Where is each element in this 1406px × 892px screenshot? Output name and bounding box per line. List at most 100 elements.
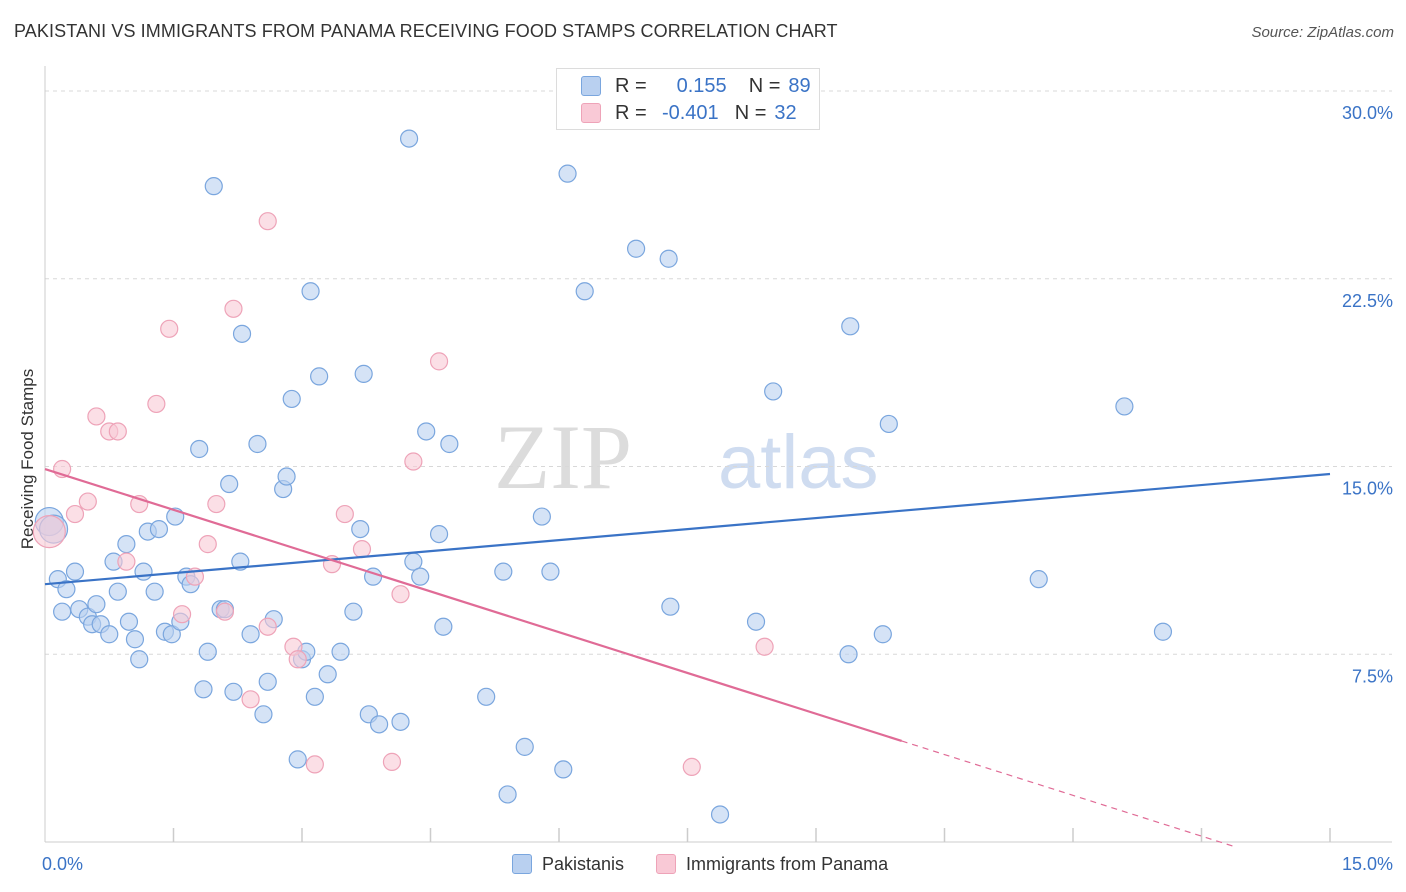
pakistanis-point: [841, 317, 860, 336]
pakistanis-point: [125, 630, 145, 649]
panama-point: [32, 514, 66, 549]
legend-swatch-pink: [656, 854, 677, 874]
trend-lines: [44, 467, 1331, 848]
pakistanis-point: [198, 642, 217, 661]
pakistanis-point: [1115, 397, 1134, 416]
panama-point: [207, 494, 226, 514]
pakistanis-point: [477, 687, 496, 706]
pakistanis-point: [100, 625, 119, 644]
pakistanis-point: [53, 602, 72, 621]
pakistanis-point: [231, 552, 250, 571]
pakistanis-point: [190, 439, 209, 459]
pakistanis-point: [220, 474, 239, 494]
pakistanis-point: [162, 625, 181, 644]
panama-point: [404, 452, 423, 471]
x-tick-label: 0.0%: [42, 854, 83, 874]
pakistanis-point: [331, 642, 350, 661]
pakistanis-point: [108, 582, 127, 601]
y-tick-label: 30.0%: [1342, 103, 1393, 123]
panama-point: [382, 752, 402, 771]
pakistanis-point: [344, 602, 363, 621]
pakistanis-point: [87, 595, 106, 614]
legend-row-panama: R = -0.401 N = 32: [581, 100, 797, 126]
n-label: N =: [734, 101, 767, 124]
panama-point: [108, 422, 127, 441]
panama-point: [241, 690, 260, 709]
pakistanis-point: [879, 414, 898, 434]
panama-point: [65, 504, 85, 524]
panama-point: [117, 552, 136, 571]
pakistanis-point: [661, 597, 680, 616]
chart-title: PAKISTANI VS IMMIGRANTS FROM PANAMA RECE…: [14, 21, 838, 41]
pakistanis-point: [305, 687, 324, 706]
pakistanis-point: [494, 562, 513, 581]
panama-point: [391, 585, 410, 604]
pakistanis-point: [515, 737, 534, 756]
pakistanis-point: [1153, 622, 1173, 641]
pakistanis-point: [554, 760, 573, 779]
panama-point: [224, 299, 243, 318]
pakistanis-point: [575, 282, 594, 301]
r-value: 0.155: [676, 74, 727, 97]
pakistanis-point: [404, 552, 423, 571]
pakistanis-point: [254, 705, 273, 724]
panama-point: [429, 352, 449, 371]
panama-point: [258, 617, 277, 636]
pakistanis-point: [57, 580, 76, 599]
pakistanis-point: [434, 617, 453, 636]
pakistanis-point: [204, 177, 223, 196]
pakistanis-point: [130, 650, 149, 669]
pakistanis-point: [224, 682, 243, 701]
pakistanis-point: [746, 612, 766, 631]
panama-point: [288, 650, 307, 669]
pakistanis-point: [541, 562, 560, 581]
legend-swatch-pink: [581, 103, 601, 123]
pakistanis-point: [258, 672, 277, 691]
panama-point: [305, 755, 324, 774]
pakistanis-point: [310, 367, 329, 386]
trend-line-panama: [44, 467, 902, 743]
pakistanis-point: [626, 239, 646, 258]
pakistanis-point: [119, 612, 139, 631]
series-panama: [32, 212, 774, 777]
panama-point: [87, 407, 106, 426]
pakistanis-point: [241, 625, 260, 644]
correlation-legend: R = 0.155 N = 89 R = -0.401 N = 32: [556, 68, 820, 130]
n-label: N =: [748, 74, 781, 97]
legend-swatch-blue: [512, 854, 532, 874]
y-tick-label: 7.5%: [1352, 666, 1393, 686]
panama-point: [78, 492, 97, 511]
pakistanis-point: [411, 567, 430, 586]
pakistanis-point: [764, 382, 783, 401]
r-label: R =: [615, 101, 647, 124]
y-tick-label: 22.5%: [1342, 291, 1393, 311]
pakistanis-point: [354, 364, 373, 383]
panama-point: [198, 535, 217, 554]
legend-row-pakistanis: R = 0.155 N = 89: [581, 73, 811, 99]
legend-label: Pakistanis: [542, 853, 625, 874]
panama-point: [172, 605, 192, 624]
pakistanis-point: [301, 282, 320, 301]
panama-point: [215, 602, 234, 621]
pakistanis-point: [282, 389, 301, 409]
pakistanis-point: [248, 434, 267, 454]
pakistanis-point: [417, 422, 436, 441]
legend-swatch-blue: [581, 76, 601, 96]
panama-point: [147, 394, 166, 414]
n-value: 89: [788, 74, 811, 97]
legend-item-panama: Immigrants from Panama: [656, 854, 888, 875]
pakistanis-point: [277, 467, 296, 486]
pakistanis-point: [149, 519, 169, 539]
axes: [44, 66, 1392, 843]
pakistanis-point: [440, 434, 459, 454]
legend-item-pakistanis: Pakistanis: [512, 854, 624, 875]
pakistanis-point: [351, 519, 370, 539]
pakistanis-point: [1029, 570, 1048, 589]
pakistanis-point: [399, 129, 419, 148]
pakistanis-point: [532, 507, 551, 526]
gridlines: [45, 90, 1392, 655]
x-tick-label: 15.0%: [1342, 854, 1393, 874]
source-label: Source: ZipAtlas.com: [1251, 24, 1394, 41]
y-tick-label: 15.0%: [1342, 479, 1393, 499]
trend-line-panama-extrapolated: [901, 740, 1236, 848]
